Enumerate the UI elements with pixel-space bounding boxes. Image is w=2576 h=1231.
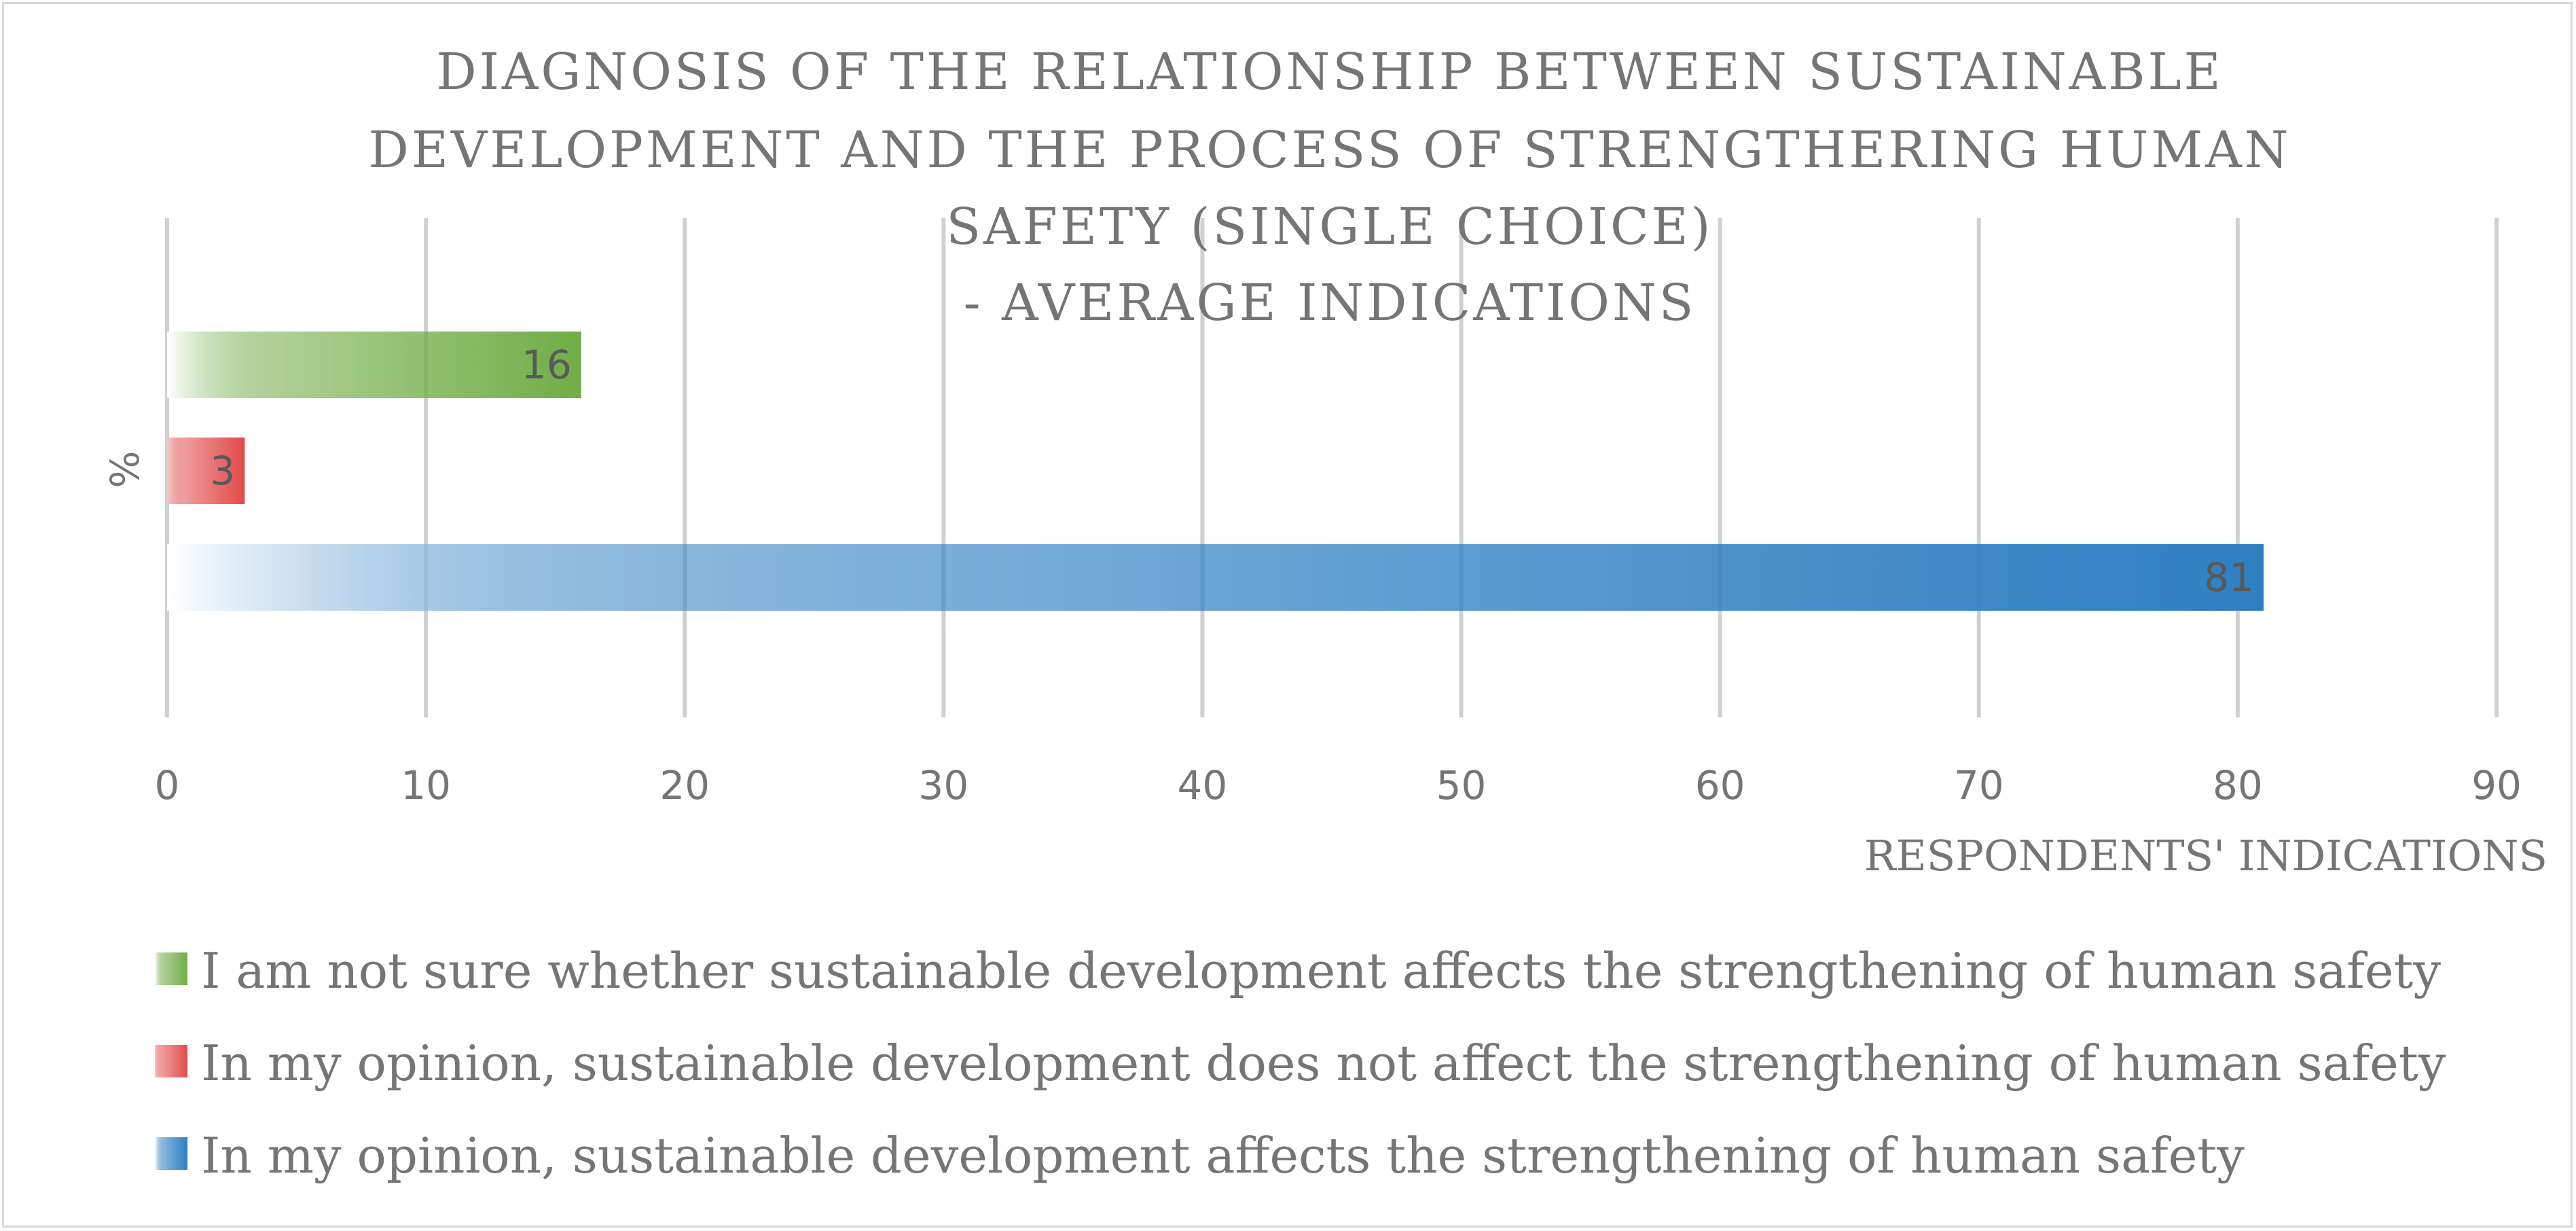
- chart-title-line: DIAGNOSIS OF THE RELATIONSHIP BETWEEN SU…: [436, 43, 2223, 101]
- x-tick-label: 50: [1436, 762, 1487, 808]
- legend-swatch: [155, 1137, 187, 1170]
- x-tick-label: 60: [1695, 762, 1745, 808]
- bar-81: [167, 544, 2264, 611]
- y-axis-title: %: [102, 450, 148, 488]
- x-tick-label: 0: [155, 762, 180, 808]
- legend-label: I am not sure whether sustainable develo…: [201, 942, 2441, 999]
- chart-title-line: SAFETY (SINGLE CHOICE): [946, 198, 1713, 256]
- x-tick-label: 10: [401, 762, 451, 808]
- bar-layer: [167, 332, 2264, 611]
- legend-swatch: [155, 952, 187, 985]
- x-tick-label: 70: [1954, 762, 2004, 808]
- chart-title-line: DEVELOPMENT AND THE PROCESS OF STRENGTHE…: [368, 121, 2291, 179]
- legend-label: In my opinion, sustainable development a…: [201, 1127, 2245, 1184]
- legend-swatch: [155, 1045, 187, 1077]
- data-label: 3: [210, 448, 235, 494]
- x-tick-label: 20: [659, 762, 710, 808]
- x-tick-label: 90: [2471, 762, 2522, 808]
- x-axis-ticks: 0 10 20 30 40 50 60 70 80 90: [155, 762, 2522, 808]
- grid-layer: [165, 218, 2499, 717]
- legend-label: In my opinion, sustainable development d…: [201, 1035, 2446, 1092]
- x-tick-label: 80: [2213, 762, 2263, 808]
- x-tick-label: 40: [1178, 762, 1228, 808]
- data-labels: 16 3 81: [210, 342, 2254, 601]
- chart-svg: DIAGNOSIS OF THE RELATIONSHIP BETWEEN SU…: [102, 43, 2547, 1184]
- legend: I am not sure whether sustainable develo…: [155, 942, 2446, 1184]
- data-label: 81: [2204, 554, 2254, 601]
- bar-16: [167, 332, 581, 398]
- chart-title-line: - AVERAGE INDICATIONS: [964, 274, 1697, 332]
- x-tick-label: 30: [918, 762, 968, 808]
- data-label: 16: [522, 342, 572, 388]
- chart-title: DIAGNOSIS OF THE RELATIONSHIP BETWEEN SU…: [368, 43, 2291, 332]
- bar-3: [167, 438, 245, 504]
- x-axis-title: RESPONDENTS' INDICATIONS: [1864, 831, 2547, 880]
